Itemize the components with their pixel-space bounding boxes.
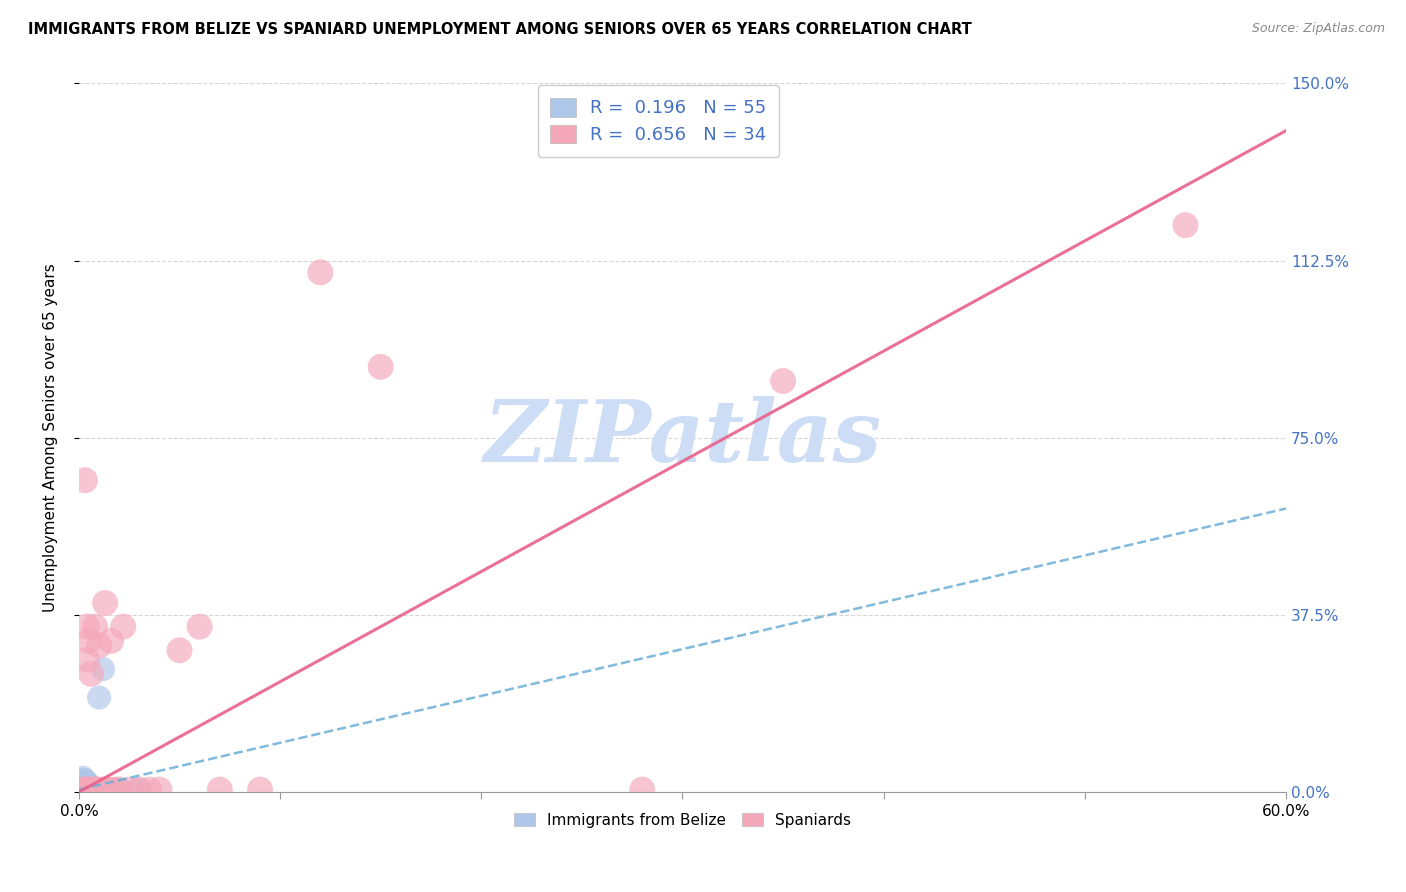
Point [73,773,96,788]
Point [84,620,107,634]
Point [76,653,98,667]
Point [128,782,150,797]
Point [72,780,94,795]
Point [76,782,98,797]
Point [370,359,392,374]
Point [70,780,93,795]
Point [82,782,104,797]
Point [73,782,96,797]
Point [77,782,100,797]
Point [70,782,93,797]
Point [309,265,332,279]
Point [249,782,271,797]
Point [77,633,100,648]
Point [148,782,170,797]
Point [87,639,110,653]
Point [94,596,117,610]
Point [77,782,100,797]
Point [73,473,96,487]
Point [80,782,103,797]
Y-axis label: Unemployment Among Seniors over 65 years: Unemployment Among Seniors over 65 years [44,263,58,612]
Point [82,782,104,797]
Point [208,782,231,797]
Point [77,778,100,792]
Point [70,782,93,797]
Point [73,778,96,792]
Point [72,782,94,797]
Point [631,782,654,797]
Point [73,782,96,797]
Point [70,782,93,797]
Point [86,782,108,797]
Point [76,782,98,797]
Point [80,782,103,797]
Point [70,782,93,797]
Point [104,782,127,797]
Point [98,782,121,797]
Point [80,782,103,797]
Point [72,771,94,785]
Point [169,643,191,657]
Point [72,780,94,795]
Point [73,782,96,797]
Point [72,778,94,792]
Text: IMMIGRANTS FROM BELIZE VS SPANIARD UNEMPLOYMENT AMONG SENIORS OVER 65 YEARS CORR: IMMIGRANTS FROM BELIZE VS SPANIARD UNEMP… [28,22,972,37]
Point [98,782,121,797]
Point [772,374,794,388]
Point [72,782,94,797]
Point [76,782,98,797]
Point [76,775,98,789]
Point [77,782,100,797]
Text: ZIPatlas: ZIPatlas [484,396,882,480]
Point [108,782,131,797]
Point [70,780,93,795]
Point [84,782,107,797]
Point [73,782,96,797]
Point [138,782,160,797]
Point [70,775,93,789]
Point [70,778,93,792]
Point [72,780,94,795]
Text: Source: ZipAtlas.com: Source: ZipAtlas.com [1251,22,1385,36]
Point [73,775,96,789]
Point [91,662,114,676]
Point [70,775,93,789]
Point [76,620,98,634]
Point [118,782,141,797]
Point [91,782,114,797]
Point [72,782,94,797]
Point [72,775,94,789]
Point [1174,218,1197,232]
Point [96,782,118,797]
Point [108,782,131,797]
Point [76,780,98,795]
Point [70,782,93,797]
Point [70,780,93,795]
Point [76,782,98,797]
Point [77,782,100,797]
Point [73,780,96,795]
Point [84,782,107,797]
Point [87,690,110,705]
Point [188,620,211,634]
Point [72,782,94,797]
Point [72,782,94,797]
Point [70,782,93,797]
Point [72,782,94,797]
Point [128,782,150,797]
Point [112,620,135,634]
Point [72,773,94,788]
Point [72,782,94,797]
Point [73,782,96,797]
Point [70,782,93,797]
Point [87,782,110,797]
Point [72,782,94,797]
Legend: Immigrants from Belize, Spaniards: Immigrants from Belize, Spaniards [508,806,858,834]
Point [70,778,93,792]
Point [100,633,122,648]
Point [70,782,93,797]
Point [80,666,103,681]
